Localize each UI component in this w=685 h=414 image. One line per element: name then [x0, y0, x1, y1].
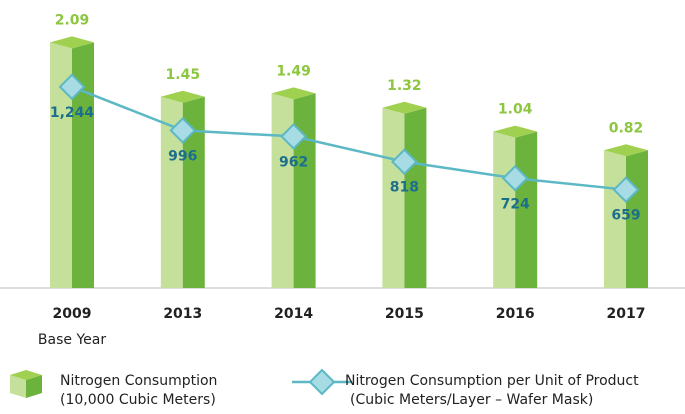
bar-face [50, 36, 94, 49]
bar-face [182, 96, 205, 288]
line-value-label: 1,244 [50, 105, 95, 121]
bar-face [160, 96, 183, 288]
bar [271, 87, 316, 288]
legend-unit: (10,000 Cubic Meters) [60, 392, 216, 408]
bar [160, 90, 205, 288]
line-marker [58, 73, 86, 101]
legend-label: Nitrogen Consumption [60, 373, 217, 389]
base-year-label: Base Year [38, 332, 106, 348]
bar-value-label: 1.04 [498, 102, 533, 118]
bar-face [382, 107, 405, 288]
line-marker [280, 122, 308, 150]
bar-value-label: 1.45 [166, 67, 201, 83]
line-value-label: 962 [279, 154, 308, 170]
bar [493, 125, 538, 288]
bar-face [72, 42, 94, 288]
legend-face [10, 370, 42, 380]
line-marker [612, 176, 640, 204]
legend-icon-marker [308, 368, 336, 396]
x-tick-label: 2017 [607, 306, 646, 322]
line-value-label: 724 [501, 196, 530, 212]
x-tick-label: 2016 [496, 306, 535, 322]
legend-unit: (Cubic Meters/Layer – Wafer Mask) [350, 392, 593, 408]
line [71, 85, 627, 191]
x-tick-label: 2015 [385, 306, 424, 322]
bar [382, 101, 427, 288]
bar-value-label: 1.32 [387, 78, 422, 94]
line-value-label: 659 [611, 208, 640, 224]
bar-face [493, 125, 538, 138]
bar-value-label: 1.49 [276, 63, 311, 79]
legend-face [10, 375, 26, 398]
bar [50, 36, 94, 288]
x-tick-label: 2014 [274, 306, 313, 322]
line-value-label: 818 [390, 180, 419, 196]
bar-value-label: 2.09 [55, 12, 90, 28]
line-marker [390, 148, 418, 176]
bar-face [271, 93, 294, 288]
bar-value-label: 0.82 [609, 120, 644, 136]
bar-face [160, 90, 205, 103]
bar-face [271, 87, 316, 100]
line-marker [501, 164, 529, 192]
legend-icon-bar [10, 370, 42, 398]
legend-face [26, 375, 42, 398]
line-value-label: 996 [168, 148, 197, 164]
bar-face [50, 42, 72, 288]
legend-label: Nitrogen Consumption per Unit of Product [345, 373, 639, 389]
bar-face [404, 107, 427, 288]
line-marker [169, 117, 197, 144]
x-tick-label: 2009 [53, 306, 92, 322]
bar-face [293, 93, 316, 288]
x-tick-label: 2013 [163, 306, 202, 322]
bar-face [604, 144, 648, 157]
bar-face [382, 101, 427, 114]
